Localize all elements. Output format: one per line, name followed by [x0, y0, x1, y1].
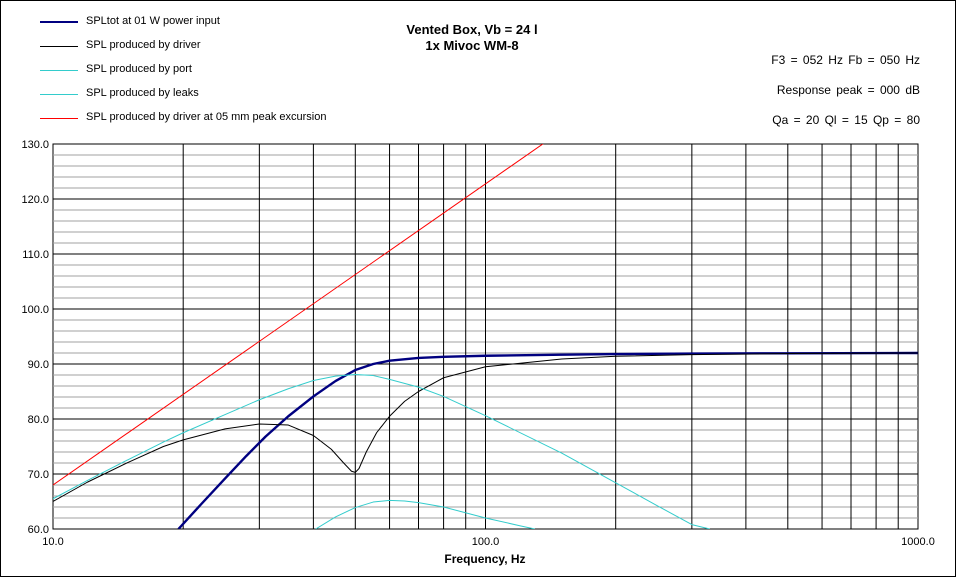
legend-label: SPLtot at 01 W power input [86, 15, 220, 27]
info-q-values: Qa = 20 Ql = 15 Qp = 80 [772, 113, 920, 127]
info-f3-fb: F3 = 052 Hz Fb = 050 Hz [771, 53, 920, 67]
chart-title-line2: 1x Mivoc WM-8 [425, 38, 519, 53]
y-tick-label: 130.0 [21, 139, 49, 151]
y-tick-label: 110.0 [22, 249, 49, 261]
legend-swatch [40, 118, 78, 119]
x-tick-label: 1000.0 [901, 536, 935, 548]
y-tick-label: 120.0 [21, 194, 49, 206]
y-tick-label: 80.0 [28, 414, 49, 426]
legend-swatch [40, 46, 78, 47]
chart-title-line1: Vented Box, Vb = 24 l [406, 22, 538, 37]
series-line-3 [53, 373, 710, 529]
series-line-1 [177, 351, 918, 529]
series-line-5 [53, 144, 544, 486]
legend-swatch [40, 70, 78, 71]
info-response-peak: Response peak = 000 dB [776, 83, 920, 97]
legend-label: SPL produced by port [86, 63, 192, 75]
y-tick-label: 60.0 [28, 524, 49, 536]
legend-label: SPL produced by driver at 05 mm peak exc… [86, 111, 327, 123]
series-line-2 [53, 352, 918, 502]
y-tick-label: 90.0 [28, 359, 49, 371]
y-tick-label: 100.0 [21, 304, 49, 316]
legend-swatch [40, 21, 78, 23]
x-tick-label: 10.0 [42, 536, 63, 548]
legend-label: SPL produced by leaks [86, 87, 199, 99]
legend-label: SPL produced by driver [86, 39, 201, 51]
x-tick-label: 100.0 [472, 536, 500, 548]
x-axis-title: Frequency, Hz [444, 552, 526, 566]
legend-swatch [40, 94, 78, 95]
series-line-4 [315, 499, 535, 529]
y-tick-label: 70.0 [28, 469, 49, 481]
